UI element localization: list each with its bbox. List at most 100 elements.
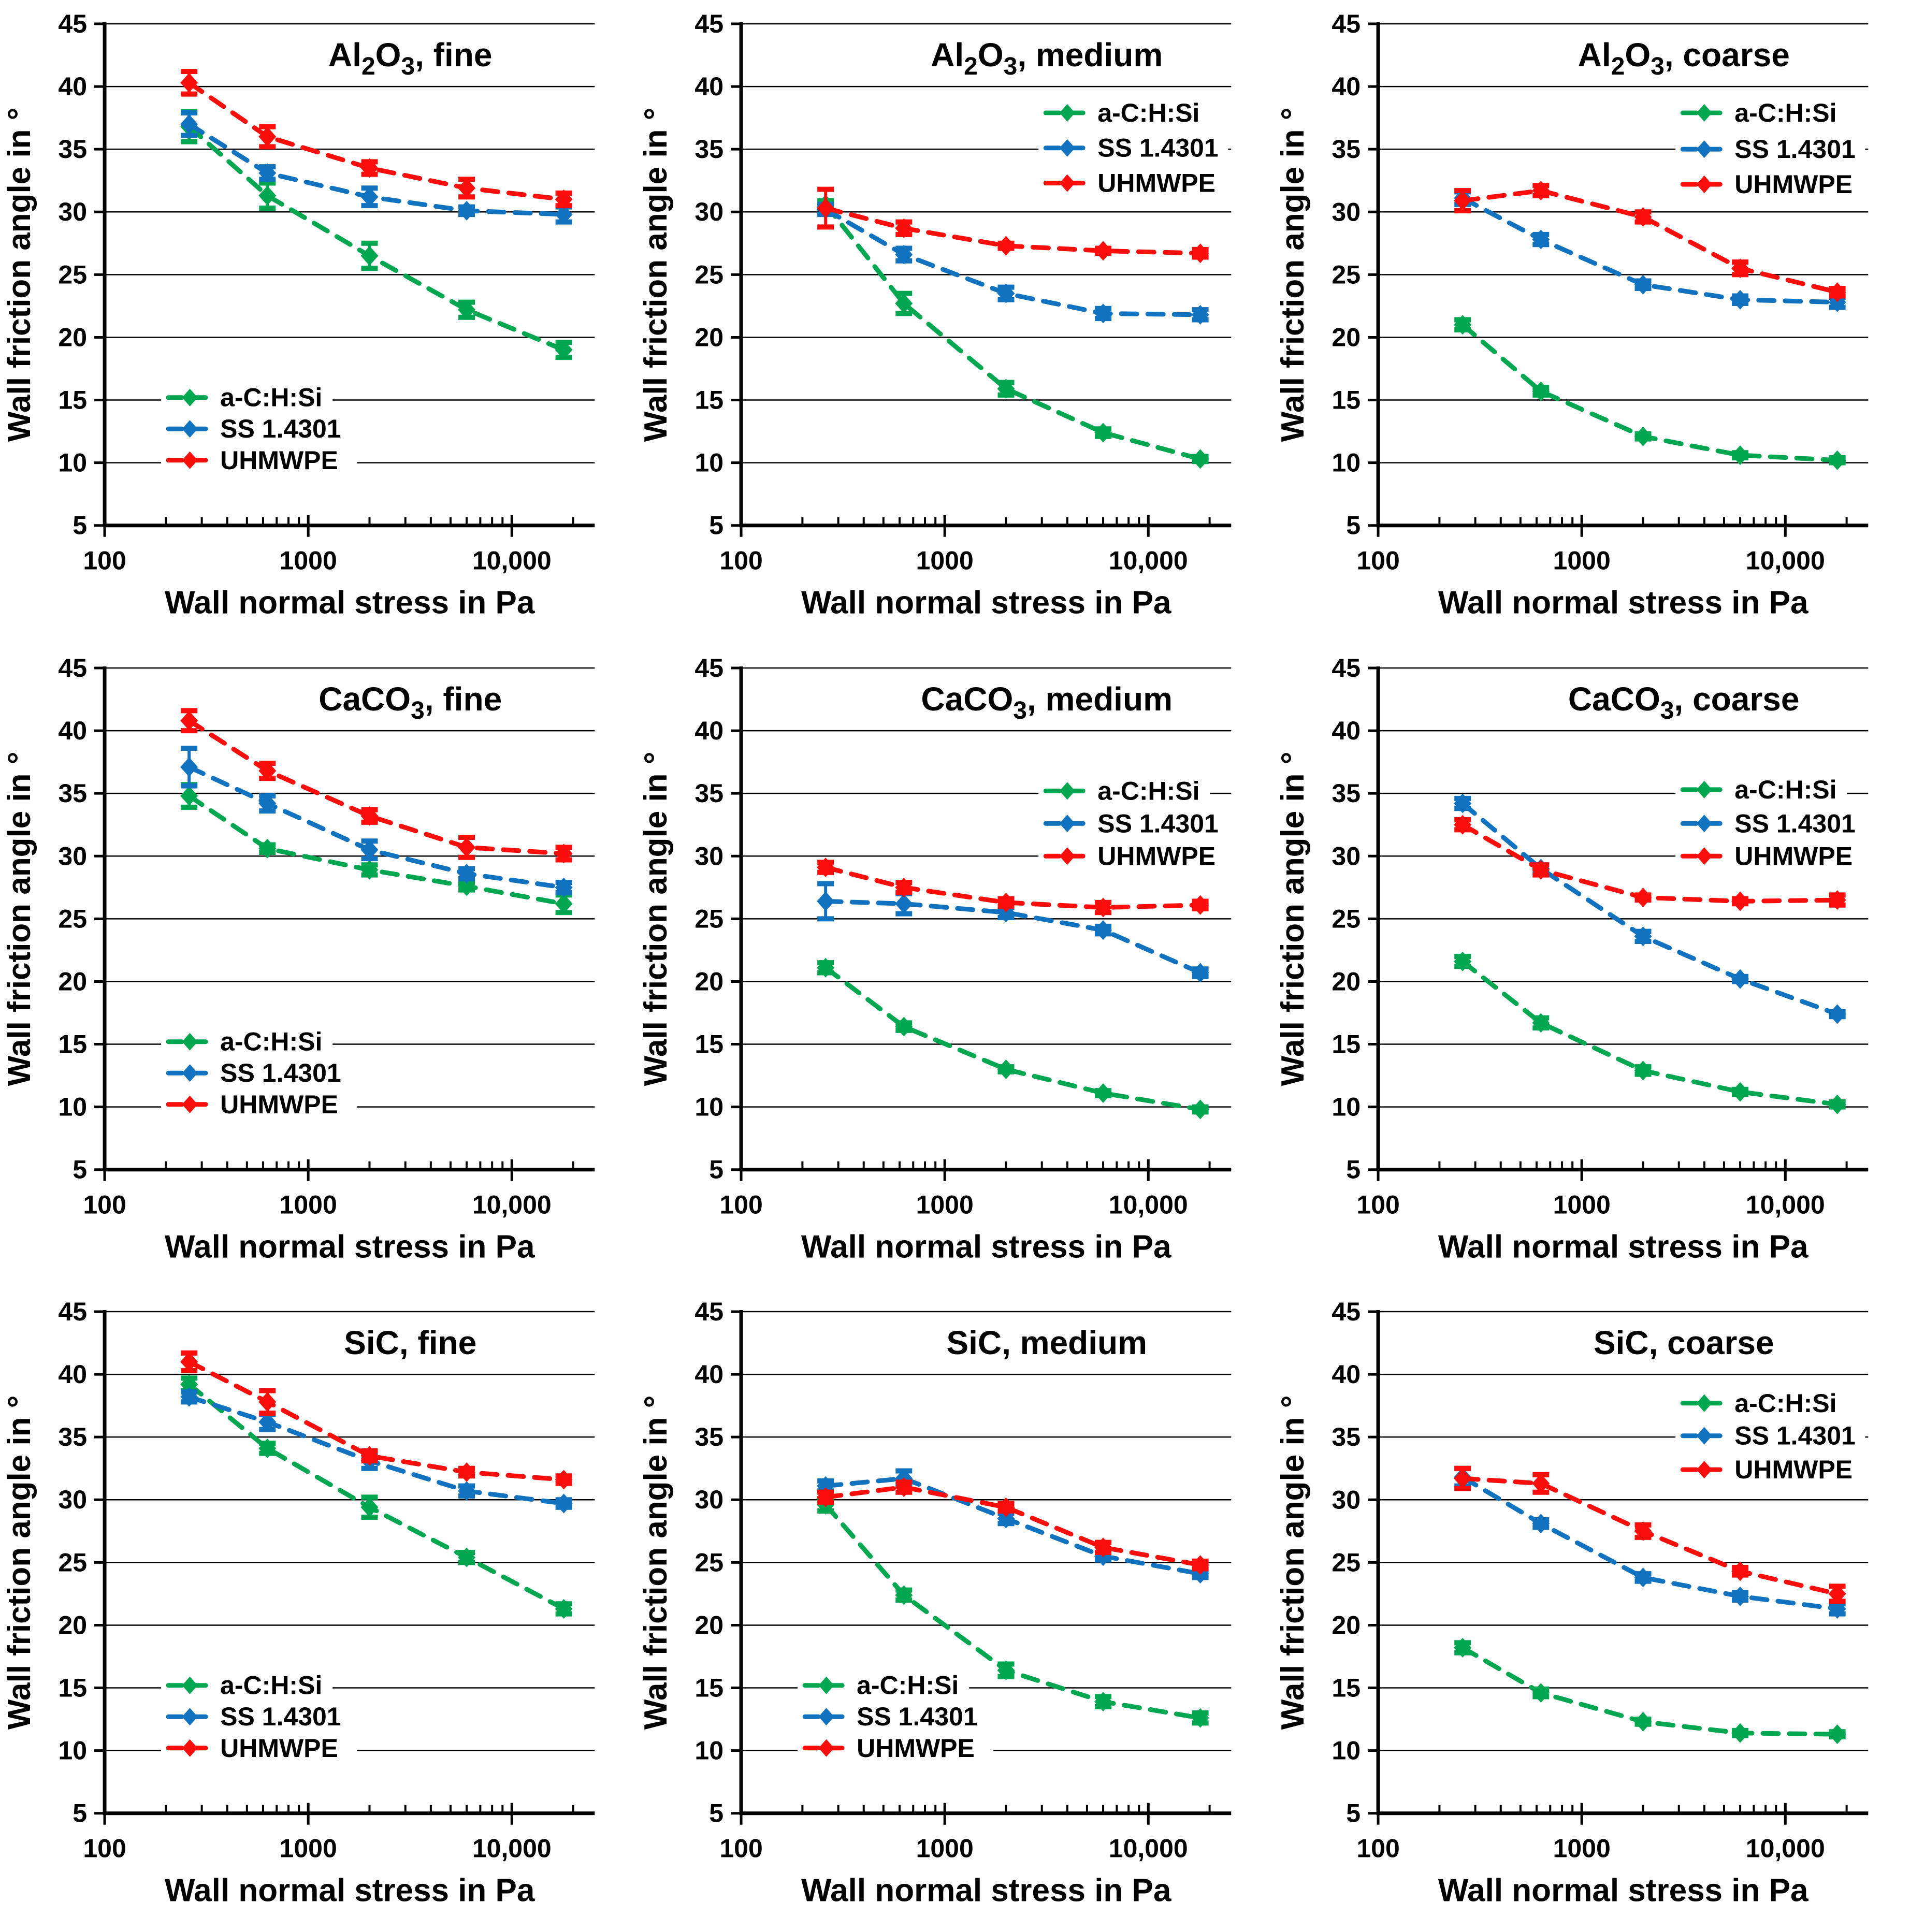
data-point-marker — [1634, 1567, 1652, 1588]
data-point-marker — [1094, 1537, 1112, 1558]
legend-label: SS 1.4301 — [1734, 1421, 1856, 1450]
series-a-C:H:Si — [817, 194, 1209, 469]
legend-marker — [1060, 139, 1076, 157]
legend-entry-UHMWPE: UHMWPE — [1038, 167, 1235, 199]
y-tick-label: 20 — [1332, 1611, 1361, 1640]
legend-marker — [182, 1033, 198, 1051]
data-point-marker — [1094, 303, 1112, 324]
x-tick-label: 1000 — [1553, 1834, 1610, 1863]
data-point-marker — [1531, 1514, 1550, 1534]
y-tick-label: 25 — [58, 260, 87, 289]
series-SS 1.4301 — [817, 881, 1209, 983]
data-point-marker — [1731, 1587, 1749, 1607]
legend-marker — [1696, 814, 1712, 832]
legend-entry-SS 1.4301: SS 1.4301 — [1675, 133, 1865, 166]
y-tick-label: 15 — [58, 1674, 87, 1703]
series-a-C:H:Si — [1453, 951, 1846, 1114]
y-tick-label: 40 — [1332, 1360, 1361, 1389]
data-point-marker — [1731, 258, 1749, 279]
x-tick-label: 1000 — [916, 1190, 974, 1219]
x-tick-label: 100 — [1356, 1834, 1399, 1863]
series-UHMWPE — [1453, 181, 1846, 302]
legend-label: a-C:H:Si — [1734, 775, 1836, 804]
y-tick-label: 40 — [1332, 716, 1361, 745]
y-tick-label: 30 — [695, 197, 724, 226]
data-point-marker — [1828, 1584, 1846, 1604]
data-point-marker — [1828, 1004, 1846, 1024]
data-point-marker — [1634, 887, 1652, 907]
y-tick-label: 5 — [73, 1799, 87, 1828]
data-point-marker — [1531, 1474, 1550, 1494]
y-tick-label: 5 — [1346, 1799, 1361, 1828]
y-tick-label: 5 — [73, 511, 87, 540]
chart-sic-medium: 5 10 15 20 25 30 35 40 45 100 1000 10,000 Wall norma… — [636, 1288, 1274, 1932]
data-point-marker — [997, 892, 1015, 912]
y-axis-title: Wall friction angle in ° — [1275, 751, 1311, 1086]
data-point-marker — [1731, 1082, 1749, 1102]
legend-entry-SS 1.4301: SS 1.4301 — [798, 1701, 988, 1733]
y-tick-label: 20 — [695, 1611, 724, 1640]
series-line — [186, 1359, 567, 1483]
legend-entry-SS 1.4301: SS 1.4301 — [161, 1056, 351, 1089]
y-tick-label: 35 — [695, 135, 724, 164]
y-tick-label: 15 — [1332, 386, 1361, 415]
legend-label: a-C:H:Si — [1098, 776, 1200, 805]
y-axis-title: Wall friction angle in ° — [638, 1396, 674, 1730]
data-point-marker — [1731, 445, 1749, 466]
data-point-marker — [458, 1481, 476, 1501]
y-tick-label: 15 — [58, 386, 87, 415]
legend-label: a-C:H:Si — [1098, 98, 1200, 127]
chart-caco3-coarse: 5 10 15 20 25 30 35 40 45 100 1000 10,000 Wall norma… — [1273, 644, 1910, 1288]
y-tick-label: 30 — [1332, 197, 1361, 226]
data-point-marker — [1828, 450, 1846, 470]
y-tick-label: 5 — [710, 511, 724, 540]
legend-label: UHMWPE — [1734, 1455, 1853, 1484]
y-tick-label: 35 — [1332, 779, 1361, 808]
legend-entry-SS 1.4301: SS 1.4301 — [161, 1701, 351, 1733]
y-tick-label: 10 — [1332, 448, 1361, 477]
data-point-marker — [1531, 181, 1550, 201]
data-point-marker — [1531, 381, 1550, 401]
x-tick-label: 10,000 — [1745, 546, 1825, 575]
legend-marker — [1696, 140, 1712, 158]
x-tick-label: 10,000 — [472, 1190, 552, 1219]
legend-entry-a-C:H:Si: a-C:H:Si — [798, 1669, 970, 1702]
data-point-marker — [258, 761, 277, 781]
x-tick-label: 1000 — [916, 546, 974, 575]
y-tick-label: 40 — [58, 1360, 87, 1389]
data-point-marker — [1453, 793, 1471, 814]
series-SS 1.4301 — [1453, 793, 1846, 1024]
data-point-marker — [895, 218, 913, 238]
x-tick-label: 1000 — [280, 1190, 337, 1219]
chart-title: Al2O3, medium — [931, 36, 1163, 80]
legend-label: a-C:H:Si — [220, 1027, 322, 1056]
data-point-marker — [817, 1487, 835, 1507]
legend-entry-SS 1.4301: SS 1.4301 — [1675, 1420, 1865, 1452]
y-axis-title: Wall friction angle in ° — [1275, 107, 1311, 442]
series-a-C:H:Si — [1453, 1638, 1846, 1745]
data-point-marker — [1634, 274, 1652, 295]
data-point-marker — [1828, 890, 1846, 910]
y-tick-label: 45 — [1332, 1297, 1361, 1326]
y-tick-label: 30 — [58, 197, 87, 226]
data-point-marker — [458, 1547, 476, 1567]
data-point-marker — [1453, 951, 1471, 971]
y-tick-label: 10 — [1332, 1092, 1361, 1121]
legend-marker — [182, 1677, 198, 1695]
x-tick-label: 1000 — [1553, 546, 1610, 575]
data-point-marker — [1531, 229, 1550, 250]
data-point-marker — [1191, 1708, 1209, 1728]
series-UHMWPE — [1453, 815, 1846, 911]
y-tick-label: 35 — [58, 1423, 87, 1452]
data-point-marker — [258, 185, 277, 206]
data-point-marker — [458, 200, 476, 221]
y-tick-label: 20 — [695, 967, 724, 996]
x-tick-label: 100 — [720, 546, 763, 575]
legend-entry-a-C:H:Si: a-C:H:Si — [1675, 96, 1847, 129]
y-tick-label: 25 — [1332, 904, 1361, 933]
y-tick-label: 15 — [1332, 1029, 1361, 1058]
